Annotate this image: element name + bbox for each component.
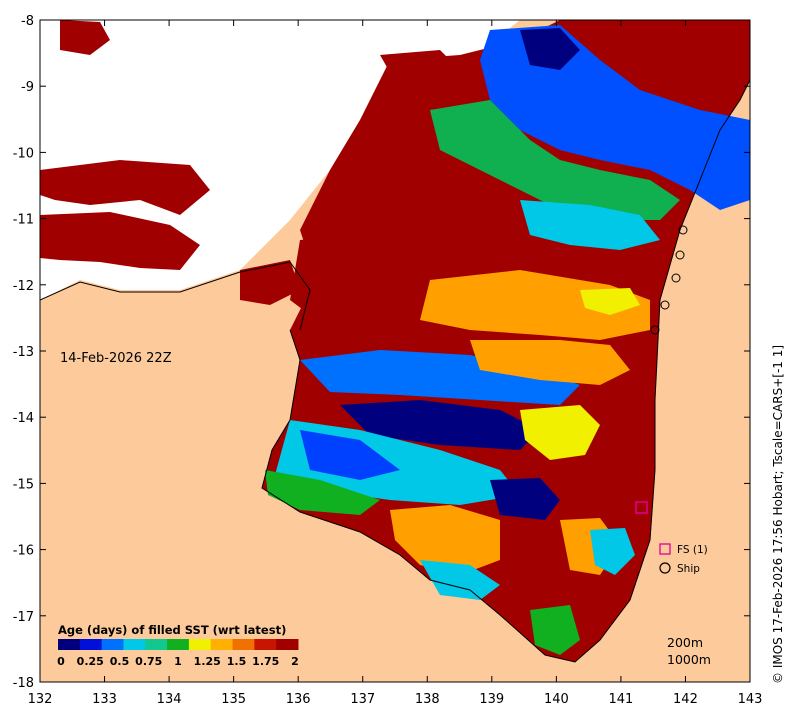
marker-key: FS (1) Ship (659, 543, 708, 575)
y-tick-label: -15 (13, 477, 34, 492)
x-tick-label: 136 (286, 692, 311, 707)
south-gulf-cyan-2 (590, 528, 635, 575)
timestamp-label: 14-Feb-2026 22Z (60, 351, 172, 366)
ship-track (650, 225, 688, 335)
x-tick-label: 142 (673, 692, 698, 707)
colorbar-swatches (58, 639, 299, 650)
mid-gulf-green-band (265, 470, 380, 515)
colorbar-title: Age (days) of filled SST (wrt latest) (58, 623, 286, 637)
northern-dark-red-patch (240, 260, 300, 305)
south-gulf-green (530, 605, 580, 655)
x-tick-label: 133 (92, 692, 117, 707)
y-tick-label: -10 (13, 146, 34, 161)
mid-gulf-blue-patch (300, 430, 400, 480)
colorbar-tick-label: 2 (291, 655, 299, 668)
colorbar-tick-label: 0 (57, 655, 65, 668)
northeast-cyan-band (520, 200, 660, 250)
northern-dark-red-patch (345, 135, 430, 250)
south-gulf-cyan (420, 560, 500, 600)
x-tick-label: 140 (544, 692, 569, 707)
mid-gulf-orange-band (420, 270, 650, 340)
isobath-1000m-label: 1000m (667, 652, 711, 667)
isobath-200m-label: 200m (667, 635, 703, 650)
ship-key-label: Ship (677, 563, 700, 575)
y-tick-label: -18 (13, 676, 34, 691)
credit-text: © IMOS 17-Feb-2026 17:56 Hobart; Tscale=… (771, 345, 785, 684)
colorbar-swatch (123, 639, 146, 650)
colorbar-swatch (232, 639, 255, 650)
mid-gulf-yellow-band (520, 405, 600, 460)
northern-dark-red-patch (380, 50, 470, 110)
y-axis-ticks: -8 -9 -10 -11 -12 -13 -14 -15 -16 -17 -18 (13, 14, 750, 691)
x-tick-label: 138 (415, 692, 440, 707)
northeast-green-band (430, 100, 680, 220)
x-tick-label: 137 (350, 692, 375, 707)
colorbar-tick-label: 0.25 (77, 655, 104, 668)
northeast-blue-band (480, 25, 750, 210)
ship-marker (650, 325, 660, 335)
y-tick-label: -14 (13, 411, 34, 426)
northern-dark-red-patch (60, 20, 110, 55)
colorbar-tick-label: 1.5 (227, 655, 247, 668)
y-tick-label: -12 (13, 279, 34, 294)
colorbar-swatch (188, 639, 212, 650)
colorbar-tick-label: 0.5 (110, 655, 130, 668)
x-tick-label: 134 (157, 692, 182, 707)
ship-marker (671, 273, 681, 283)
ship-key-icon (659, 562, 671, 574)
mid-gulf-yellow-patch (580, 288, 640, 315)
y-tick-label: -11 (13, 213, 34, 228)
x-tick-label: 143 (738, 692, 763, 707)
south-gulf-orange (390, 505, 500, 575)
ship-marker (675, 250, 685, 260)
colorbar-tick-label: 1 (174, 655, 182, 668)
colorbar-tick-label: 1.75 (252, 655, 279, 668)
ship-marker (660, 300, 670, 310)
northern-dark-red-patch (40, 212, 200, 270)
y-tick-label: -16 (13, 544, 34, 559)
northeast-navy-patch (520, 28, 580, 70)
x-tick-label: 139 (479, 692, 504, 707)
x-tick-label: 132 (28, 692, 53, 707)
gulf-coastline (261, 79, 750, 663)
colorbar-swatch (58, 639, 81, 650)
y-tick-label: -17 (13, 610, 34, 625)
mid-gulf-navy-patch-2 (490, 478, 560, 520)
colorbar-swatch (276, 639, 299, 650)
x-tick-label: 141 (608, 692, 633, 707)
x-axis-ticks: 132 133 134 135 136 137 138 139 140 141 142 143 (28, 20, 763, 707)
y-tick-label: -8 (21, 14, 34, 29)
fs-key-label: FS (1) (677, 544, 708, 556)
fs-marker (635, 501, 648, 514)
colorbar-swatch (254, 639, 277, 650)
colorbar-tick-label: 1.25 (194, 655, 221, 668)
colorbar-swatch (167, 639, 190, 650)
arnhem-coastline (40, 261, 311, 331)
colorbar-tick-label: 0.75 (135, 655, 162, 668)
northern-dark-red-patch (40, 160, 210, 215)
ship-marker (678, 225, 688, 235)
map-area (40, 20, 750, 682)
colorbar-labels: 0 0.25 0.5 0.75 1 1.25 1.5 1.75 2 (57, 655, 299, 668)
y-tick-label: -13 (13, 345, 34, 360)
fs-key-icon (659, 543, 671, 555)
y-tick-label: -9 (21, 80, 34, 95)
colorbar-swatch (79, 639, 103, 650)
northern-dark-red-patch (290, 235, 360, 315)
colorbar-swatch (145, 639, 168, 650)
mid-gulf-orange-band-2 (470, 340, 630, 385)
colorbar-swatch (101, 639, 124, 650)
x-tick-label: 135 (221, 692, 246, 707)
colorbar-swatch (210, 639, 234, 650)
